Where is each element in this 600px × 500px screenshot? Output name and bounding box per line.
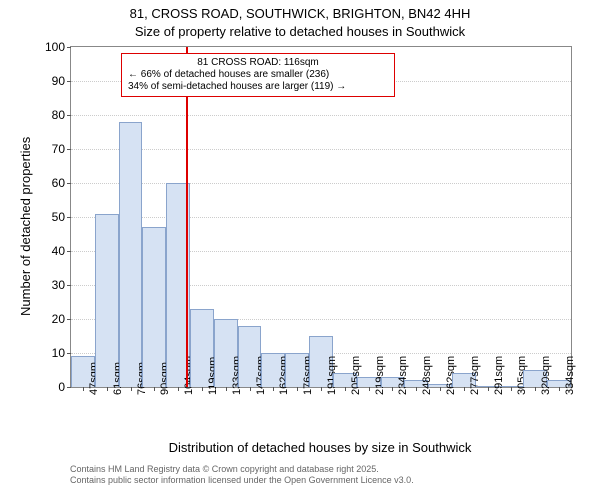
gridline — [71, 183, 571, 184]
y-tick-mark — [67, 81, 71, 82]
x-tick-mark — [392, 387, 393, 391]
x-tick-mark — [369, 387, 370, 391]
y-tick-mark — [67, 115, 71, 116]
x-tick-mark — [488, 387, 489, 391]
y-tick-label: 50 — [52, 210, 65, 224]
x-tick-mark — [559, 387, 560, 391]
x-tick-label: 219sqm — [374, 356, 386, 395]
y-tick-label: 90 — [52, 74, 65, 88]
annotation-box: 81 CROSS ROAD: 116sqm← 66% of detached h… — [121, 53, 395, 97]
footer-line-1: Contains HM Land Registry data © Crown c… — [70, 464, 414, 475]
y-tick-label: 0 — [58, 380, 65, 394]
x-tick-label: 291sqm — [493, 356, 505, 395]
plot-area: 010203040506070809010047sqm61sqm76sqm90s… — [70, 46, 572, 388]
y-tick-mark — [67, 319, 71, 320]
y-tick-mark — [67, 285, 71, 286]
x-tick-mark — [535, 387, 536, 391]
y-tick-mark — [67, 183, 71, 184]
y-tick-label: 70 — [52, 142, 65, 156]
title-line-2: Size of property relative to detached ho… — [0, 24, 600, 39]
annotation-line: ← 66% of detached houses are smaller (23… — [128, 69, 388, 81]
x-axis-label: Distribution of detached houses by size … — [70, 440, 570, 455]
x-tick-mark — [154, 387, 155, 391]
gridline — [71, 217, 571, 218]
x-tick-mark — [464, 387, 465, 391]
annotation-line: 34% of semi-detached houses are larger (… — [128, 81, 388, 93]
x-tick-mark — [178, 387, 179, 391]
y-tick-label: 40 — [52, 244, 65, 258]
y-tick-label: 60 — [52, 176, 65, 190]
x-tick-label: 277sqm — [469, 356, 481, 395]
x-tick-mark — [440, 387, 441, 391]
chart-container: 81, CROSS ROAD, SOUTHWICK, BRIGHTON, BN4… — [0, 0, 600, 500]
x-tick-mark — [321, 387, 322, 391]
y-tick-mark — [67, 387, 71, 388]
y-tick-mark — [67, 251, 71, 252]
y-tick-mark — [67, 149, 71, 150]
y-tick-label: 100 — [45, 40, 65, 54]
title-line-1: 81, CROSS ROAD, SOUTHWICK, BRIGHTON, BN4… — [0, 6, 600, 21]
y-tick-mark — [67, 47, 71, 48]
y-tick-label: 30 — [52, 278, 65, 292]
x-tick-mark — [83, 387, 84, 391]
histogram-bar — [119, 122, 143, 387]
footer-line-2: Contains public sector information licen… — [70, 475, 414, 486]
y-tick-mark — [67, 353, 71, 354]
y-axis-label: Number of detached properties — [18, 137, 33, 316]
x-tick-label: 320sqm — [540, 356, 552, 395]
x-tick-mark — [250, 387, 251, 391]
x-tick-mark — [273, 387, 274, 391]
x-tick-mark — [297, 387, 298, 391]
x-tick-label: 234sqm — [397, 356, 409, 395]
y-tick-label: 80 — [52, 108, 65, 122]
reference-line — [186, 47, 188, 387]
gridline — [71, 149, 571, 150]
footer: Contains HM Land Registry data © Crown c… — [70, 464, 414, 486]
y-tick-label: 10 — [52, 346, 65, 360]
x-tick-label: 334sqm — [564, 356, 576, 395]
x-tick-mark — [345, 387, 346, 391]
x-tick-mark — [226, 387, 227, 391]
annotation-line: 81 CROSS ROAD: 116sqm — [128, 57, 388, 69]
x-tick-mark — [416, 387, 417, 391]
x-tick-mark — [202, 387, 203, 391]
x-tick-mark — [107, 387, 108, 391]
x-tick-label: 205sqm — [350, 356, 362, 395]
x-tick-mark — [131, 387, 132, 391]
y-tick-label: 20 — [52, 312, 65, 326]
x-tick-mark — [511, 387, 512, 391]
y-tick-mark — [67, 217, 71, 218]
x-tick-label: 248sqm — [421, 356, 433, 395]
gridline — [71, 115, 571, 116]
